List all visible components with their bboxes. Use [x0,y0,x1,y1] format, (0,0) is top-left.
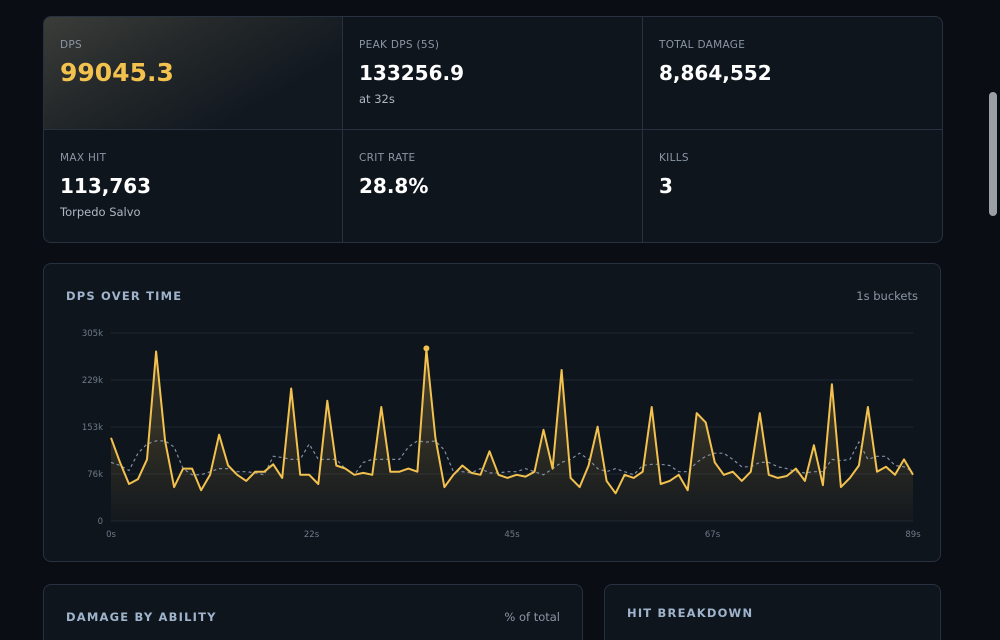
stat-subtext: at 32s [359,92,395,106]
stat-value: 8,864,552 [659,61,772,85]
stat-total-damage: TOTAL DAMAGE 8,864,552 [643,17,942,130]
series-dps-line [110,348,914,495]
stat-label: MAX HIT [60,152,107,164]
stat-kills: KILLS 3 [643,130,942,242]
x-tick-label: 0s [106,530,116,540]
dps-line-chart: 0 76k 153k 229k 305k 0s 22s 45s 67s 89s [82,329,921,540]
hit-breakdown-card: HIT BREAKDOWN [604,584,941,640]
stat-value: 28.8% [359,174,429,198]
stats-grid: DPS 99045.3 PEAK DPS (5S) 133256.9 at 32… [43,16,943,243]
series-average-line [110,440,914,476]
stat-label: KILLS [659,152,689,164]
stat-value: 133256.9 [359,61,465,85]
bucket-size-label: 1s buckets [856,289,918,303]
x-tick-label: 89s [905,530,921,540]
chart-title: DPS OVER TIME [66,289,183,303]
damage-by-ability-card: DAMAGE BY ABILITY % of total [43,584,583,640]
x-tick-label: 67s [705,530,721,540]
stat-peak-dps: PEAK DPS (5S) 133256.9 at 32s [343,17,643,130]
hit-card-title: HIT BREAKDOWN [627,606,754,620]
stat-value: 99045.3 [60,58,174,87]
dps-chart-card: DPS OVER TIME 1s buckets 0 76k 153k 229k 305… [43,263,941,562]
stat-label: PEAK DPS (5S) [359,39,440,51]
stat-max-hit: MAX HIT 113,763 Torpedo Salvo [44,130,343,242]
stat-dps: DPS 99045.3 [44,17,343,130]
stat-value: 3 [659,174,673,198]
x-tick-label: 22s [304,530,320,540]
stat-label: DPS [60,39,82,51]
stat-value: 113,763 [60,174,152,198]
peak-marker[interactable] [423,345,430,352]
y-tick-label: 153k [82,423,103,433]
y-tick-label: 229k [82,376,103,386]
stat-subtext: Torpedo Salvo [60,205,141,219]
stat-label: TOTAL DAMAGE [659,39,746,51]
page-scrollbar[interactable] [984,0,1000,640]
ability-card-note: % of total [504,610,560,624]
ability-card-title: DAMAGE BY ABILITY [66,610,217,624]
stat-label: CRIT RATE [359,152,416,164]
stat-crit-rate: CRIT RATE 28.8% [343,130,643,242]
scrollbar-thumb[interactable] [989,92,997,216]
x-tick-label: 45s [504,530,520,540]
y-tick-label: 305k [82,329,103,339]
y-tick-label: 76k [87,470,103,480]
dps-area [111,349,913,521]
y-tick-label: 0 [98,517,103,527]
